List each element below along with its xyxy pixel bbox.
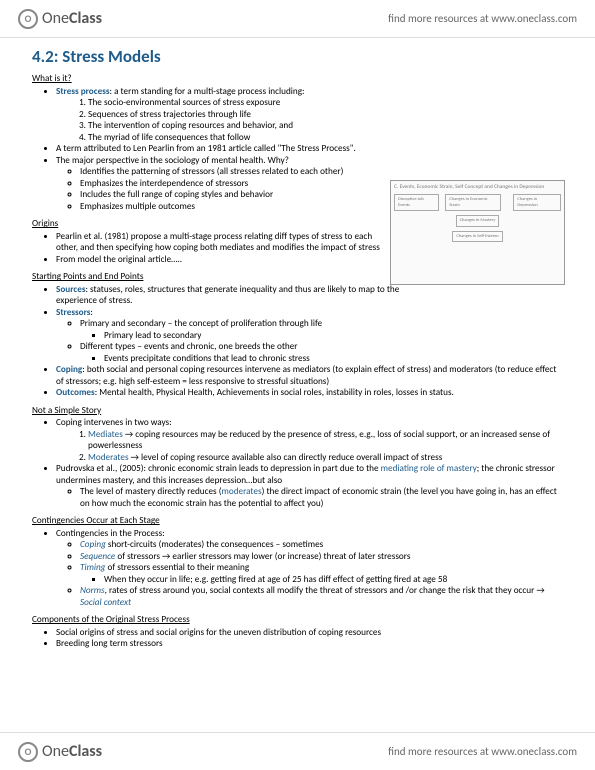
diagram-box: Disruptive Job Events: [394, 194, 439, 211]
footer: O OneClass find more resources at www.on…: [0, 732, 595, 770]
document-content: 4.2: Stress Models What is it? Stress pr…: [0, 38, 595, 690]
diagram-box: Changes in Depression: [513, 194, 561, 211]
list-item: Breeding long term stressors: [56, 638, 563, 650]
list-item: The intervention of coping resources and…: [88, 120, 563, 132]
term-mediating-mastery: mediating role of mastery: [381, 463, 477, 474]
term-norms: Norms: [80, 585, 105, 596]
term-mediates: Mediates: [88, 429, 123, 440]
list-item: Norms, rates of stress around you, socia…: [80, 585, 563, 608]
diagram-box: Changes in Self-Esteem: [452, 231, 502, 243]
term-stressors: Stressors: [56, 307, 90, 318]
list-item: Sequence of stressors → earlier stressor…: [80, 551, 563, 563]
diagram-box: Changes in Economic Strain: [445, 194, 501, 211]
header: O OneClass find more resources at www.on…: [0, 0, 595, 38]
term-stress-process: Stress process: [56, 86, 110, 97]
diagram-box: Changes in Mastery: [456, 215, 500, 227]
list-item: Timing of stressors essential to their m…: [80, 562, 563, 585]
logo-text: OneClass: [42, 742, 102, 761]
list-item: Mediates → coping resources may be reduc…: [88, 429, 563, 452]
list-item: Sources: statuses, roles, structures tha…: [56, 284, 416, 307]
list-item: Coping: both social and personal coping …: [56, 364, 563, 387]
list-item: Coping intervenes in two ways: Mediates …: [56, 417, 563, 463]
list-item: Sequences of stress trajectories through…: [88, 109, 563, 121]
logo-icon: O: [18, 9, 38, 29]
logo-icon: O: [18, 742, 38, 762]
list-item: Primary and secondary – the concept of p…: [80, 318, 563, 341]
section-heading-components: Components of the Original Stress Proces…: [32, 614, 563, 626]
list-item: A term attributed to Len Pearlin from an…: [56, 143, 563, 155]
list-item: Stress process: a term standing for a mu…: [56, 86, 563, 144]
stress-process-diagram: C. Events, Economic Strain, Self Concept…: [390, 180, 565, 285]
page-title: 4.2: Stress Models: [32, 46, 563, 67]
list-item: Coping short-circuits (moderates) the co…: [80, 539, 563, 551]
list-item: Different types – events and chronic, on…: [80, 341, 563, 364]
footer-tagline[interactable]: find more resources at www.oneclass.com: [388, 745, 577, 758]
term-sources: Sources: [56, 284, 85, 295]
list-item: The level of mastery directly reduces (m…: [80, 486, 563, 509]
list-item: Pearlin et al. (1981) propose a multi-st…: [56, 231, 392, 254]
list-item: The socio-environmental sources of stres…: [88, 97, 563, 109]
term-outcomes: Outcomes: [56, 387, 95, 398]
footer-logo[interactable]: O OneClass: [18, 742, 102, 762]
list-item: From model the original article…..: [56, 254, 392, 266]
logo[interactable]: O OneClass: [18, 9, 102, 29]
header-tagline[interactable]: find more resources at www.oneclass.com: [388, 12, 577, 25]
list-item: Pudrovska et al., (2005): chronic econom…: [56, 463, 563, 509]
term-timing: Timing: [80, 562, 105, 573]
term-sequence: Sequence: [80, 551, 115, 562]
list-item: Events precipitate conditions that lead …: [104, 353, 563, 365]
list-item: Stressors: Primary and secondary – the c…: [56, 307, 563, 365]
term-coping-cont: Coping: [80, 539, 106, 550]
section-heading-whatisit: What is it?: [32, 73, 563, 85]
list-item: Social origins of stress and social orig…: [56, 627, 563, 639]
diagram-title: C. Events, Economic Strain, Self Concept…: [394, 184, 561, 191]
term-social-context: Social context: [80, 597, 131, 608]
list-item: Outcomes: Mental health, Physical Health…: [56, 387, 563, 399]
list-item: The myriad of life consequences that fol…: [88, 132, 563, 144]
section-heading-notsimple: Not a Simple Story: [32, 405, 563, 417]
list-item: Primary lead to secondary: [104, 330, 563, 342]
term-coping: Coping: [56, 364, 82, 375]
section-heading-contingencies: Contingencies Occur at Each Stage: [32, 515, 563, 527]
list-item: Contingencies in the Process: Coping sho…: [56, 528, 563, 609]
list-item: When they occur in life; e.g. getting fi…: [104, 574, 563, 586]
list-item: Moderates → level of coping resource ava…: [88, 452, 563, 464]
logo-text: OneClass: [42, 9, 102, 28]
term-moderates-inline: moderates: [222, 486, 262, 497]
list-item: Identifies the patterning of stressors (…: [80, 166, 563, 178]
term-moderates: Moderates: [88, 452, 129, 463]
